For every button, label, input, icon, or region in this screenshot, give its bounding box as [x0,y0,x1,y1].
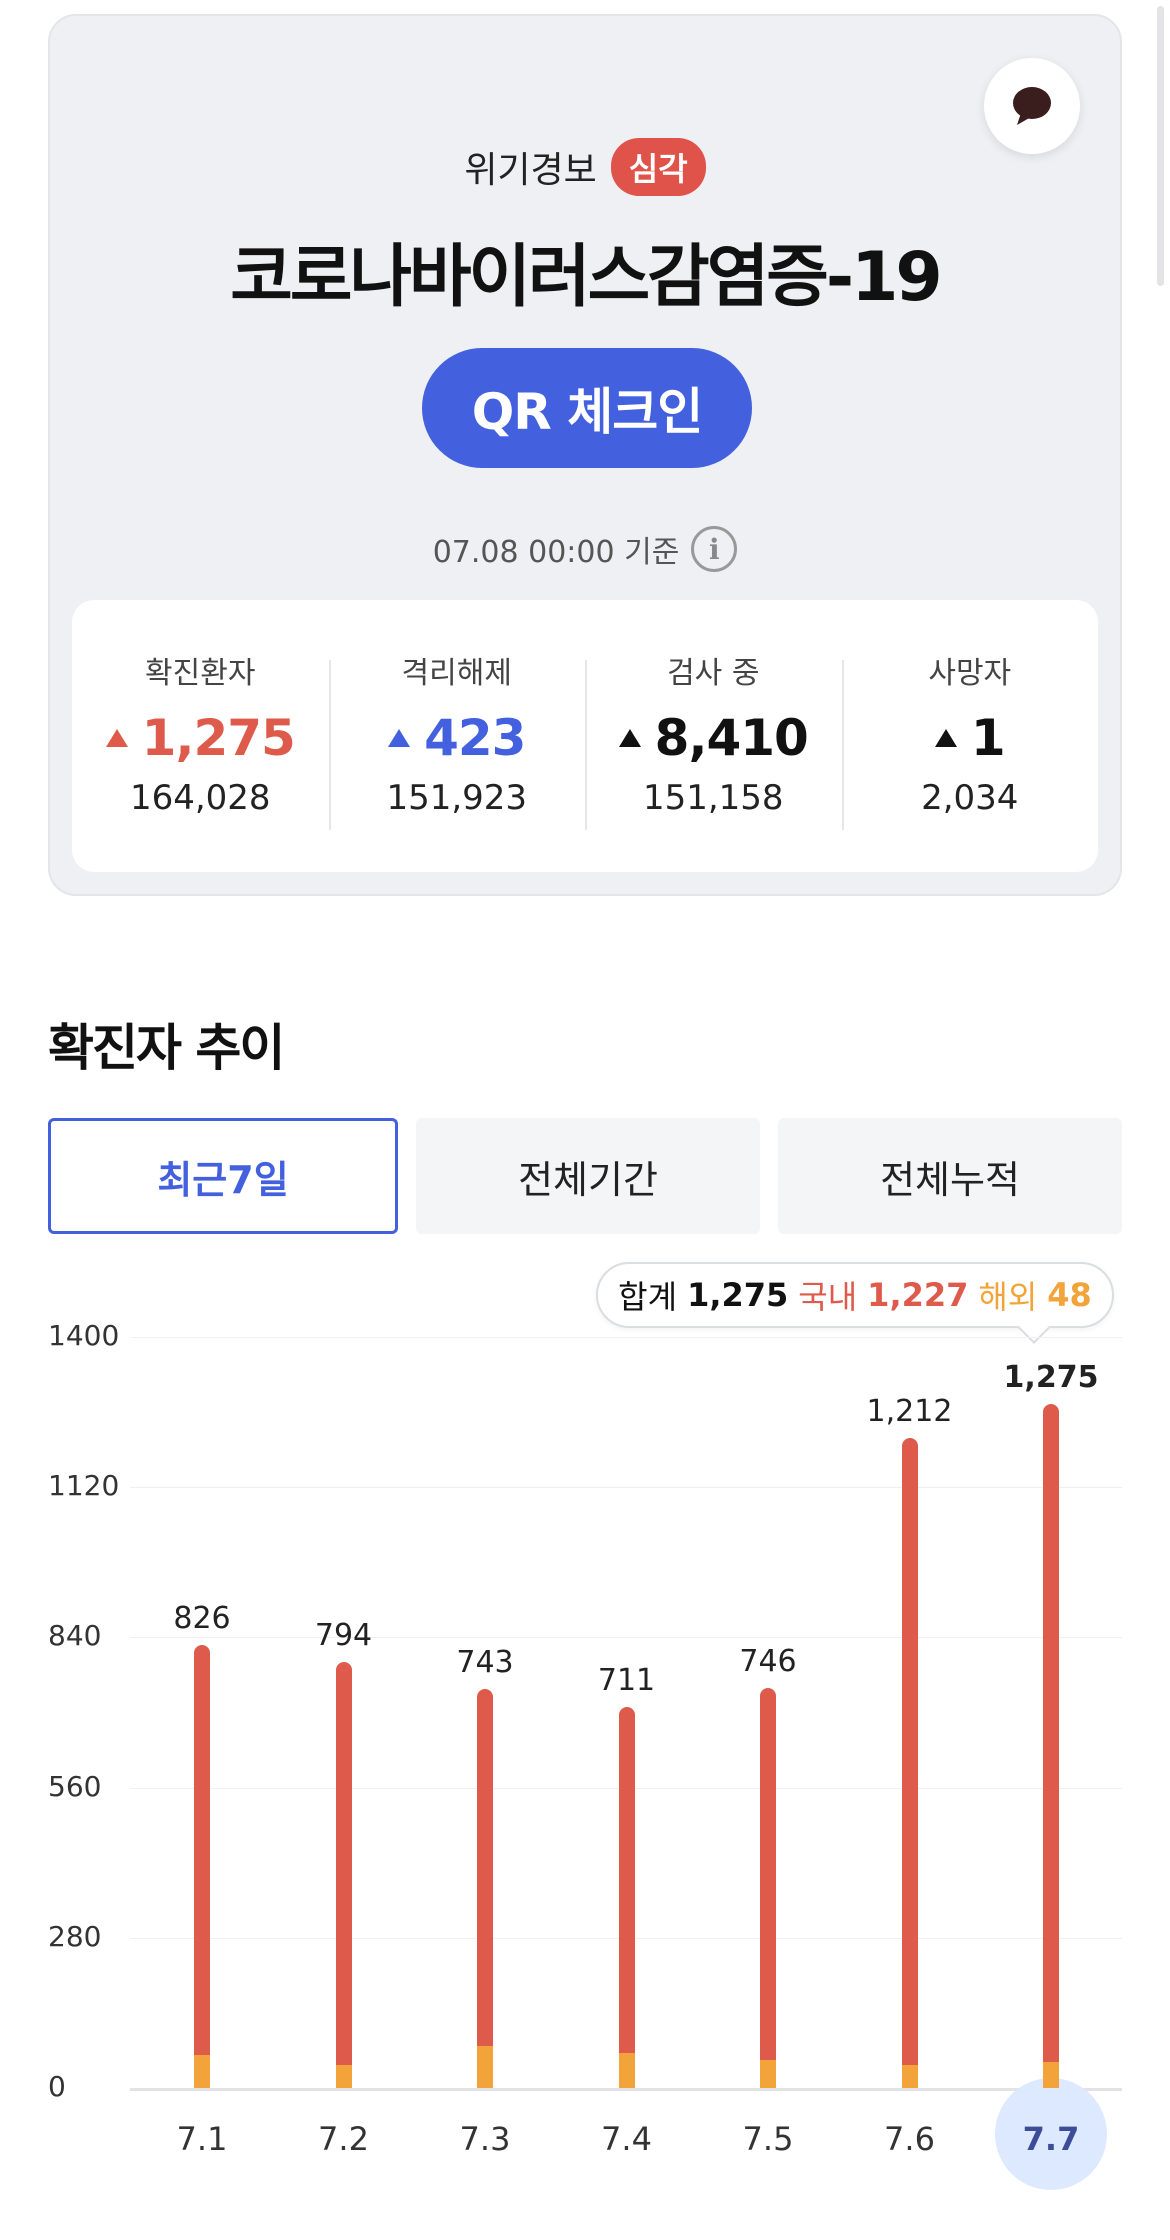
up-arrow-icon [934,729,957,747]
y-tick-label: 1120 [48,1469,120,1503]
bar-value-label: 1,275 [1003,1360,1099,1396]
stats-panel: 확진환자 1,275 164,028 격리해제 423 151,923 검사 중… [72,600,1098,872]
page-title: 코로나바이러스감염증-19 [230,238,942,317]
x-tick-label[interactable]: 7.1 [176,2120,228,2158]
stat-total: 151,158 [642,778,784,818]
section-title: 확진자 추이 [48,1019,285,1077]
stat-released: 격리해제 423 151,923 [328,600,586,872]
tab-cumulative[interactable]: 전체누적 [778,1118,1122,1234]
bar-overseas[interactable] [1043,2062,1059,2088]
bar-overseas[interactable] [618,2053,635,2088]
y-tick-label: 840 [48,1619,102,1653]
bar-value-label: 794 [314,1618,373,1654]
gridline [130,1337,1122,1338]
tooltip-domestic-label: 국내 [798,1278,858,1316]
bar-value-label: 743 [456,1645,514,1681]
stat-delta: 1 [970,709,1006,767]
stat-delta: 1,275 [141,709,296,767]
bar-domestic[interactable] [618,1706,635,2054]
tooltip-overseas-value: 48 [1047,1276,1092,1314]
bar-value-label: 826 [173,1600,231,1636]
timestamp-row: 07.08 00:00 기준 i [50,526,1120,572]
bar-overseas[interactable] [760,2059,776,2088]
bar-overseas[interactable] [477,2045,493,2088]
bar-domestic[interactable] [1043,1404,1059,2063]
confirmed-cases-chart: 합계 1,275 국내 1,227 해외 48 0 280 560 840 1120 14… [0,1262,1170,2200]
page-scrollbar[interactable] [1157,6,1164,286]
stat-change: 423 [329,706,586,770]
stat-total: 2,034 [921,778,1019,818]
timestamp: 07.08 00:00 기준 [432,535,680,570]
bar-value-label: 711 [597,1662,656,1698]
alert-level-row: 위기경보 심각 [50,138,1120,196]
gridline [130,1637,1122,1639]
chat-button[interactable] [984,58,1080,154]
bar-overseas[interactable] [901,2065,918,2088]
x-tick-label[interactable]: 7.6 [884,2120,935,2158]
stat-change: 1 [842,706,1099,770]
y-tick-label: 560 [48,1769,102,1803]
x-tick-label[interactable]: 7.2 [318,2120,369,2158]
stat-total: 164,028 [129,778,271,818]
bar-domestic[interactable] [335,1662,352,2066]
stat-testing: 검사 중 8,410 151,158 [585,600,842,872]
gridline [130,1487,1122,1489]
stat-delta: 423 [424,709,526,767]
bar-overseas[interactable] [335,2065,352,2088]
y-tick-label: 0 [48,2070,66,2103]
tooltip-domestic-value: 1,227 [867,1276,969,1314]
bar-domestic[interactable] [901,1437,918,2066]
period-tabs: 최근7일 전체기간 전체누적 [48,1118,1122,1234]
stat-confirmed: 확진환자 1,275 164,028 [72,600,329,872]
stat-total: 151,923 [386,778,528,818]
alert-card: 위기경보 심각 코로나바이러스감염증-19 QR 체크인 07.08 00:00… [48,14,1122,896]
selected-day-highlight [995,2078,1107,2190]
x-tick-label[interactable]: 7.7 [1022,2120,1080,2158]
tooltip-total-label: 합계 [618,1278,678,1316]
tooltip-total-value: 1,275 [687,1276,789,1314]
bar-value-label: 1,212 [866,1393,953,1429]
qr-checkin-button[interactable]: QR 체크인 [422,348,752,468]
stat-label: 검사 중 [667,656,760,691]
y-tick-label: 1400 [48,1319,120,1352]
x-axis-line [130,2088,1122,2091]
x-tick-label[interactable]: 7.3 [459,2120,511,2158]
stat-label: 사망자 [928,656,1012,691]
up-arrow-icon [618,729,641,747]
bar-overseas[interactable] [194,2055,210,2088]
tooltip-overseas-label: 해외 [978,1278,1038,1316]
x-tick-label[interactable]: 7.5 [742,2120,794,2158]
tab-all-period[interactable]: 전체기간 [416,1118,760,1234]
bar-domestic[interactable] [760,1687,776,2060]
bar-domestic[interactable] [477,1689,493,2046]
info-icon[interactable]: i [691,526,738,572]
alert-label: 위기경보 [464,150,597,191]
y-tick-label: 280 [48,1919,102,1953]
stat-deaths: 사망자 1 2,034 [841,600,1099,872]
speech-bubble-icon [1013,87,1051,125]
tab-recent-7-days[interactable]: 최근7일 [48,1118,398,1234]
up-arrow-icon [105,729,128,747]
x-tick-label[interactable]: 7.4 [601,2120,652,2158]
up-arrow-icon [388,729,411,747]
bar-value-label: 746 [739,1643,797,1679]
stat-label: 확진환자 [145,656,256,691]
bar-domestic[interactable] [194,1644,210,2056]
stat-delta: 8,410 [654,709,809,767]
stat-label: 격리해제 [401,656,512,691]
stat-change: 8,410 [585,706,842,770]
alert-level-badge: 심각 [610,138,706,196]
stat-change: 1,275 [72,706,329,770]
chart-tooltip: 합계 1,275 국내 1,227 해외 48 [596,1262,1114,1328]
